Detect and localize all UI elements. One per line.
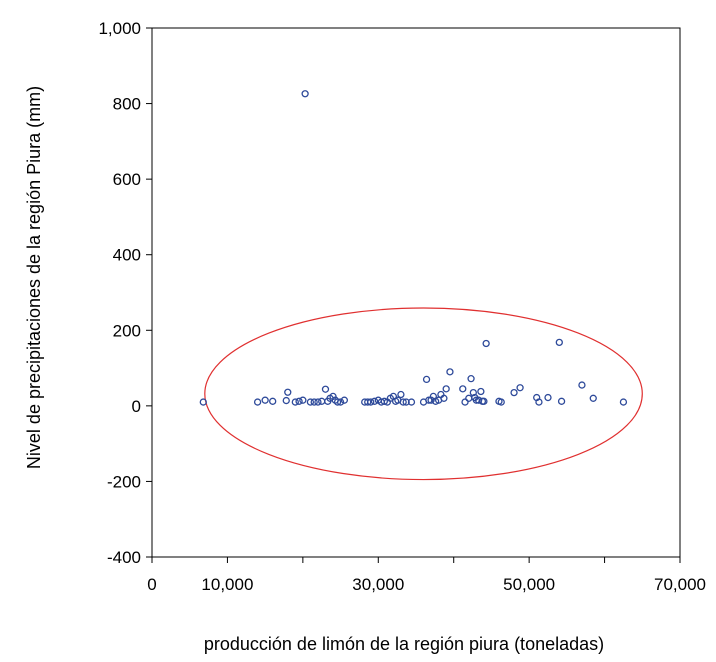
data-point [399, 398, 407, 406]
x-tick-label: 10,000 [201, 575, 253, 594]
x-tick-label: 50,000 [503, 575, 555, 594]
data-point [465, 394, 473, 402]
data-point [467, 375, 475, 383]
data-point [380, 397, 388, 405]
data-point [482, 339, 490, 348]
data-point [364, 398, 372, 406]
data-point [440, 394, 448, 402]
x-tick-label: 30,000 [352, 575, 404, 594]
data-point [442, 385, 450, 393]
data-point [336, 398, 345, 406]
data-point [340, 396, 348, 404]
y-tick-label: 0 [132, 397, 141, 416]
data-point [397, 390, 405, 399]
x-axis: 0 10,000 30,000 50,000 70,000 [147, 557, 706, 594]
data-point [329, 392, 337, 401]
data-point [253, 398, 262, 406]
y-axis-title: Nivel de precipitaciones de la región Pi… [24, 86, 44, 469]
data-point [402, 398, 410, 406]
data-point [422, 375, 431, 384]
data-point [295, 397, 303, 405]
data-point [301, 90, 309, 98]
data-point [314, 398, 322, 406]
data-point [199, 398, 207, 406]
data-point [589, 394, 597, 402]
data-point [480, 397, 488, 405]
y-tick-label: 200 [113, 321, 141, 340]
plot-frame [151, 27, 681, 558]
y-tick-label: -200 [107, 472, 141, 491]
data-point [367, 398, 375, 406]
x-tick-label: 0 [147, 575, 156, 594]
data-point [299, 396, 307, 404]
data-point [318, 397, 326, 405]
data-point [370, 397, 379, 405]
data-point [477, 387, 485, 396]
data-point [578, 381, 586, 389]
data-point [535, 398, 543, 406]
data-points [199, 90, 628, 406]
data-point [544, 393, 552, 402]
x-tick-label: 70,000 [654, 575, 706, 594]
y-tick-label: -400 [107, 548, 141, 567]
data-point [510, 388, 518, 397]
data-point [459, 385, 467, 393]
y-tick-label: 400 [113, 246, 141, 265]
data-point [619, 398, 628, 406]
data-point [284, 388, 292, 396]
data-point [310, 398, 318, 406]
data-point [469, 388, 477, 397]
data-point [321, 385, 330, 393]
data-point [516, 384, 524, 392]
data-point [407, 398, 416, 406]
data-point [269, 397, 277, 405]
data-point [557, 397, 566, 405]
x-axis-title: producción de limón de la región piura (… [204, 634, 604, 654]
data-point [425, 396, 433, 404]
data-point [333, 398, 342, 406]
y-tick-label: 1,000 [98, 19, 141, 38]
y-tick-label: 600 [113, 170, 141, 189]
data-point [461, 398, 469, 406]
y-axis: -400 -200 0 200 400 600 800 1,000 [98, 19, 152, 567]
data-point [291, 398, 299, 406]
data-point [446, 368, 454, 376]
data-point [497, 398, 505, 406]
data-point [282, 396, 290, 405]
data-point [555, 338, 563, 347]
data-point [306, 398, 315, 406]
data-point [261, 396, 269, 404]
highlight-ellipse [204, 307, 643, 481]
data-point [427, 396, 435, 404]
y-tick-label: 800 [113, 95, 141, 114]
